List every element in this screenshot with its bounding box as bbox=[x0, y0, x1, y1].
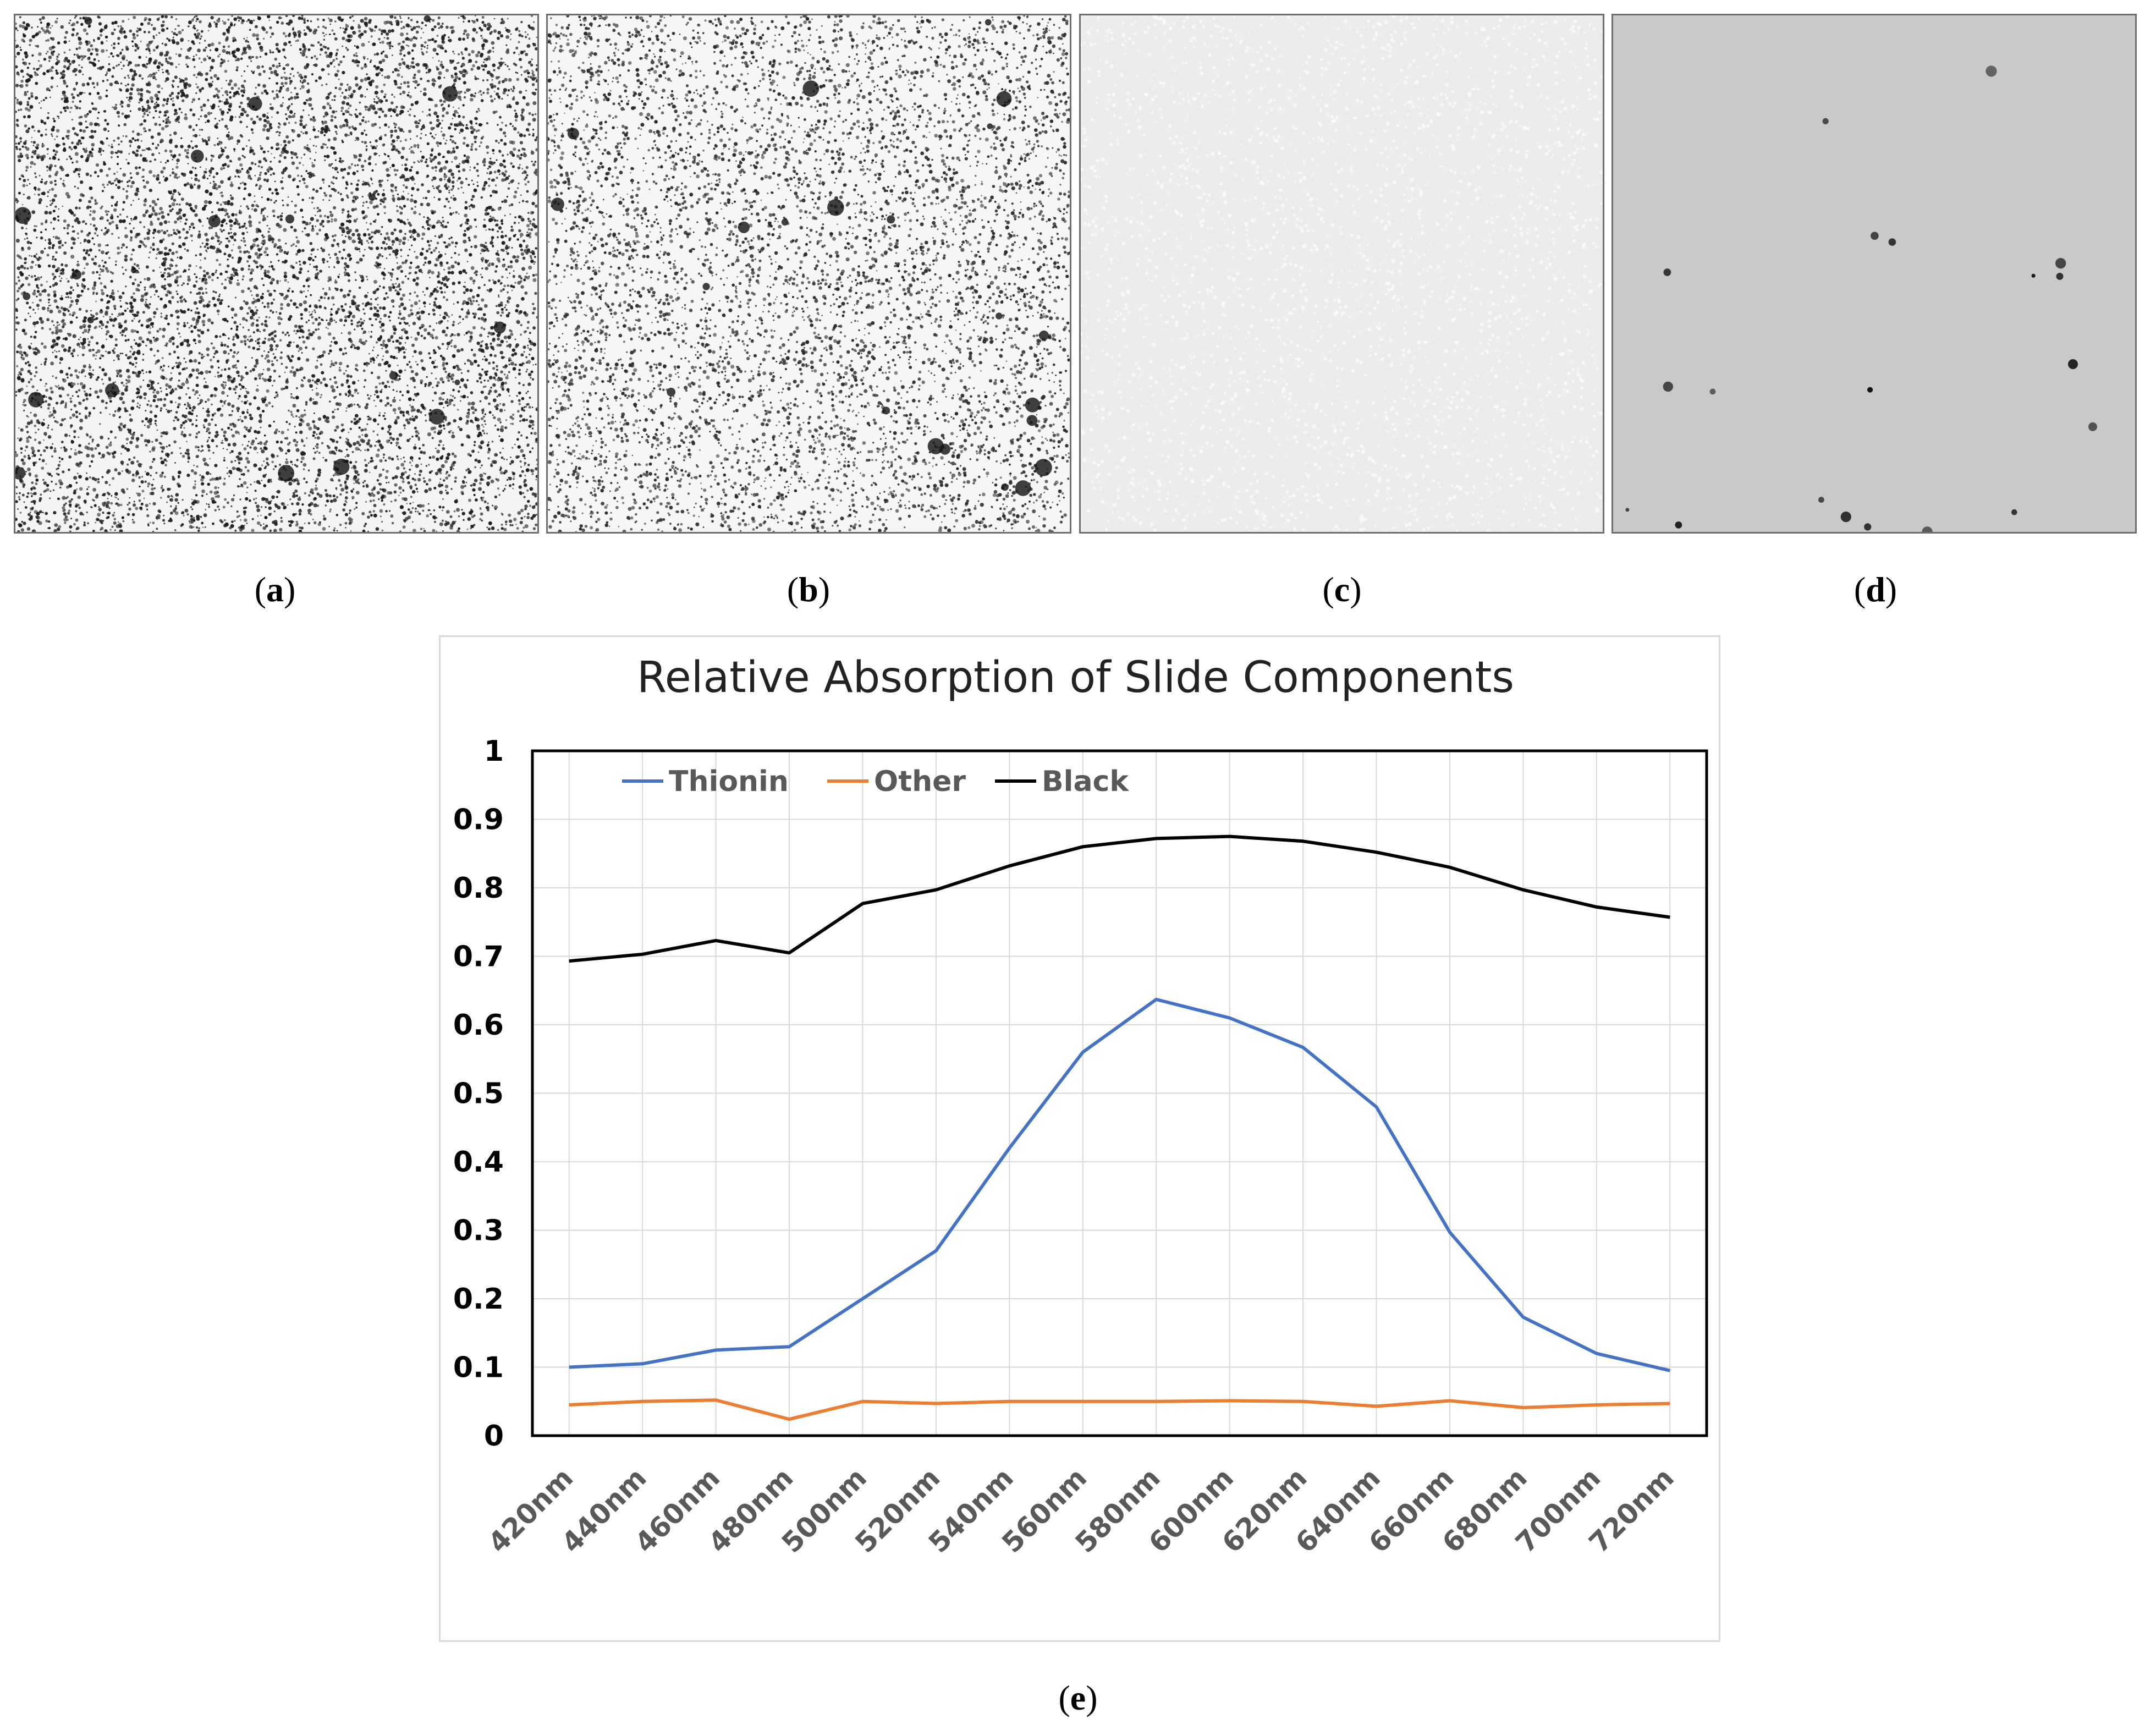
micrograph-b-image bbox=[548, 15, 1070, 532]
legend-item-thionin: Thionin bbox=[622, 765, 789, 798]
y-tick-label: 0.8 bbox=[453, 872, 504, 905]
series-line-thionin bbox=[569, 997, 1670, 1372]
micrograph-d-image bbox=[1613, 15, 2135, 532]
y-tick-label: 0.1 bbox=[453, 1352, 504, 1385]
micrograph-background bbox=[1081, 15, 1603, 532]
micrograph-a-image bbox=[15, 15, 537, 532]
panel-label-d: (d) bbox=[1854, 570, 1898, 609]
micrograph-a bbox=[14, 14, 539, 534]
y-tick-label: 0 bbox=[484, 1420, 504, 1453]
chart-title: Relative Absorption of Slide Components bbox=[637, 653, 1514, 702]
micrograph-dots bbox=[548, 15, 1070, 532]
micrograph-d bbox=[1612, 14, 2137, 534]
y-tick-label: 0.9 bbox=[453, 804, 504, 837]
micrograph-b bbox=[546, 14, 1071, 534]
plot-area-border bbox=[531, 749, 1708, 1437]
micrograph-dots bbox=[15, 15, 537, 532]
chart-grid bbox=[532, 751, 1707, 1436]
absorption-chart-svg: Relative Absorption of Slide Components 0… bbox=[453, 653, 1708, 1559]
micrograph-dots bbox=[1081, 15, 1603, 532]
panel-label-a: (a) bbox=[254, 570, 296, 609]
series-line-black bbox=[569, 834, 1670, 963]
legend-item-other: Other bbox=[827, 765, 966, 798]
y-tick-label: 0.2 bbox=[453, 1283, 504, 1316]
micrograph-dots bbox=[1625, 65, 2097, 532]
series-line-other bbox=[569, 1398, 1670, 1421]
panel-label-c: (c) bbox=[1322, 570, 1362, 609]
y-tick-label: 0.7 bbox=[453, 941, 504, 974]
panel-label-b: (b) bbox=[787, 570, 831, 609]
y-tick-label: 1 bbox=[484, 735, 504, 768]
legend-label: Other bbox=[874, 765, 966, 798]
panel-label-e: (e) bbox=[1058, 1678, 1098, 1717]
absorption-chart: Relative Absorption of Slide Components 0… bbox=[439, 635, 1720, 1642]
y-tick-label: 0.4 bbox=[453, 1146, 504, 1179]
legend-label: Black bbox=[1042, 765, 1129, 798]
y-tick-label: 0.6 bbox=[453, 1009, 504, 1042]
y-tick-label: 0.3 bbox=[453, 1215, 504, 1248]
micrograph-background bbox=[1613, 15, 2135, 532]
y-tick-label: 0.5 bbox=[453, 1078, 504, 1111]
legend-item-black: Black bbox=[995, 765, 1129, 798]
micrograph-c-image bbox=[1081, 15, 1603, 532]
micrograph-c bbox=[1079, 14, 1604, 534]
legend-label: Thionin bbox=[669, 765, 789, 798]
